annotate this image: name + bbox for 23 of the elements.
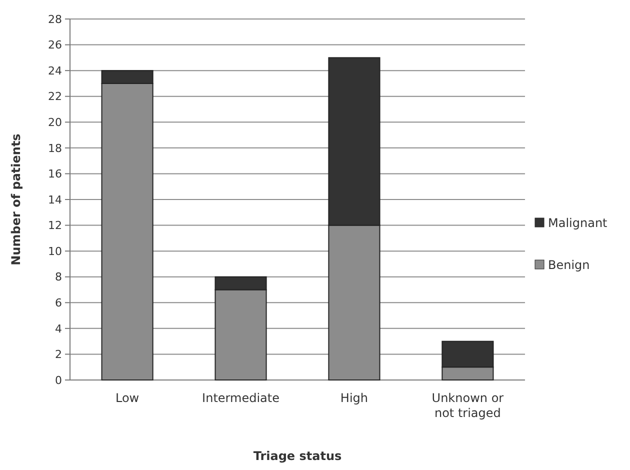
legend-label: Malignant [548,216,608,230]
y-tick-label: 14 [48,193,62,206]
y-tick-label: 12 [48,219,62,232]
y-tick-label: 26 [48,38,62,52]
y-axis-title: Number of patients [9,134,23,266]
y-tick-label: 28 [48,12,62,26]
y-tick-label: 0 [55,374,62,387]
y-tick-label: 22 [48,90,62,104]
x-axis-title: Triage status [253,449,342,463]
y-tick-label: 24 [48,64,62,78]
y-tick-label: 2 [55,348,62,362]
x-tick-label: Unknown or not triaged [432,391,504,420]
x-tick-label: High [340,391,368,405]
y-tick-label: 20 [48,116,62,129]
x-tick-label: Low [115,391,140,405]
x-tick-label: Intermediate [202,391,280,405]
y-tick-label: 6 [55,296,62,310]
y-tick-label: 18 [48,142,62,155]
legend-label: Benign [548,258,590,272]
y-tick-label: 16 [48,168,62,181]
y-tick-label: 10 [48,244,62,258]
y-tick-label: 8 [55,270,62,284]
y-tick-label: 4 [55,322,62,336]
